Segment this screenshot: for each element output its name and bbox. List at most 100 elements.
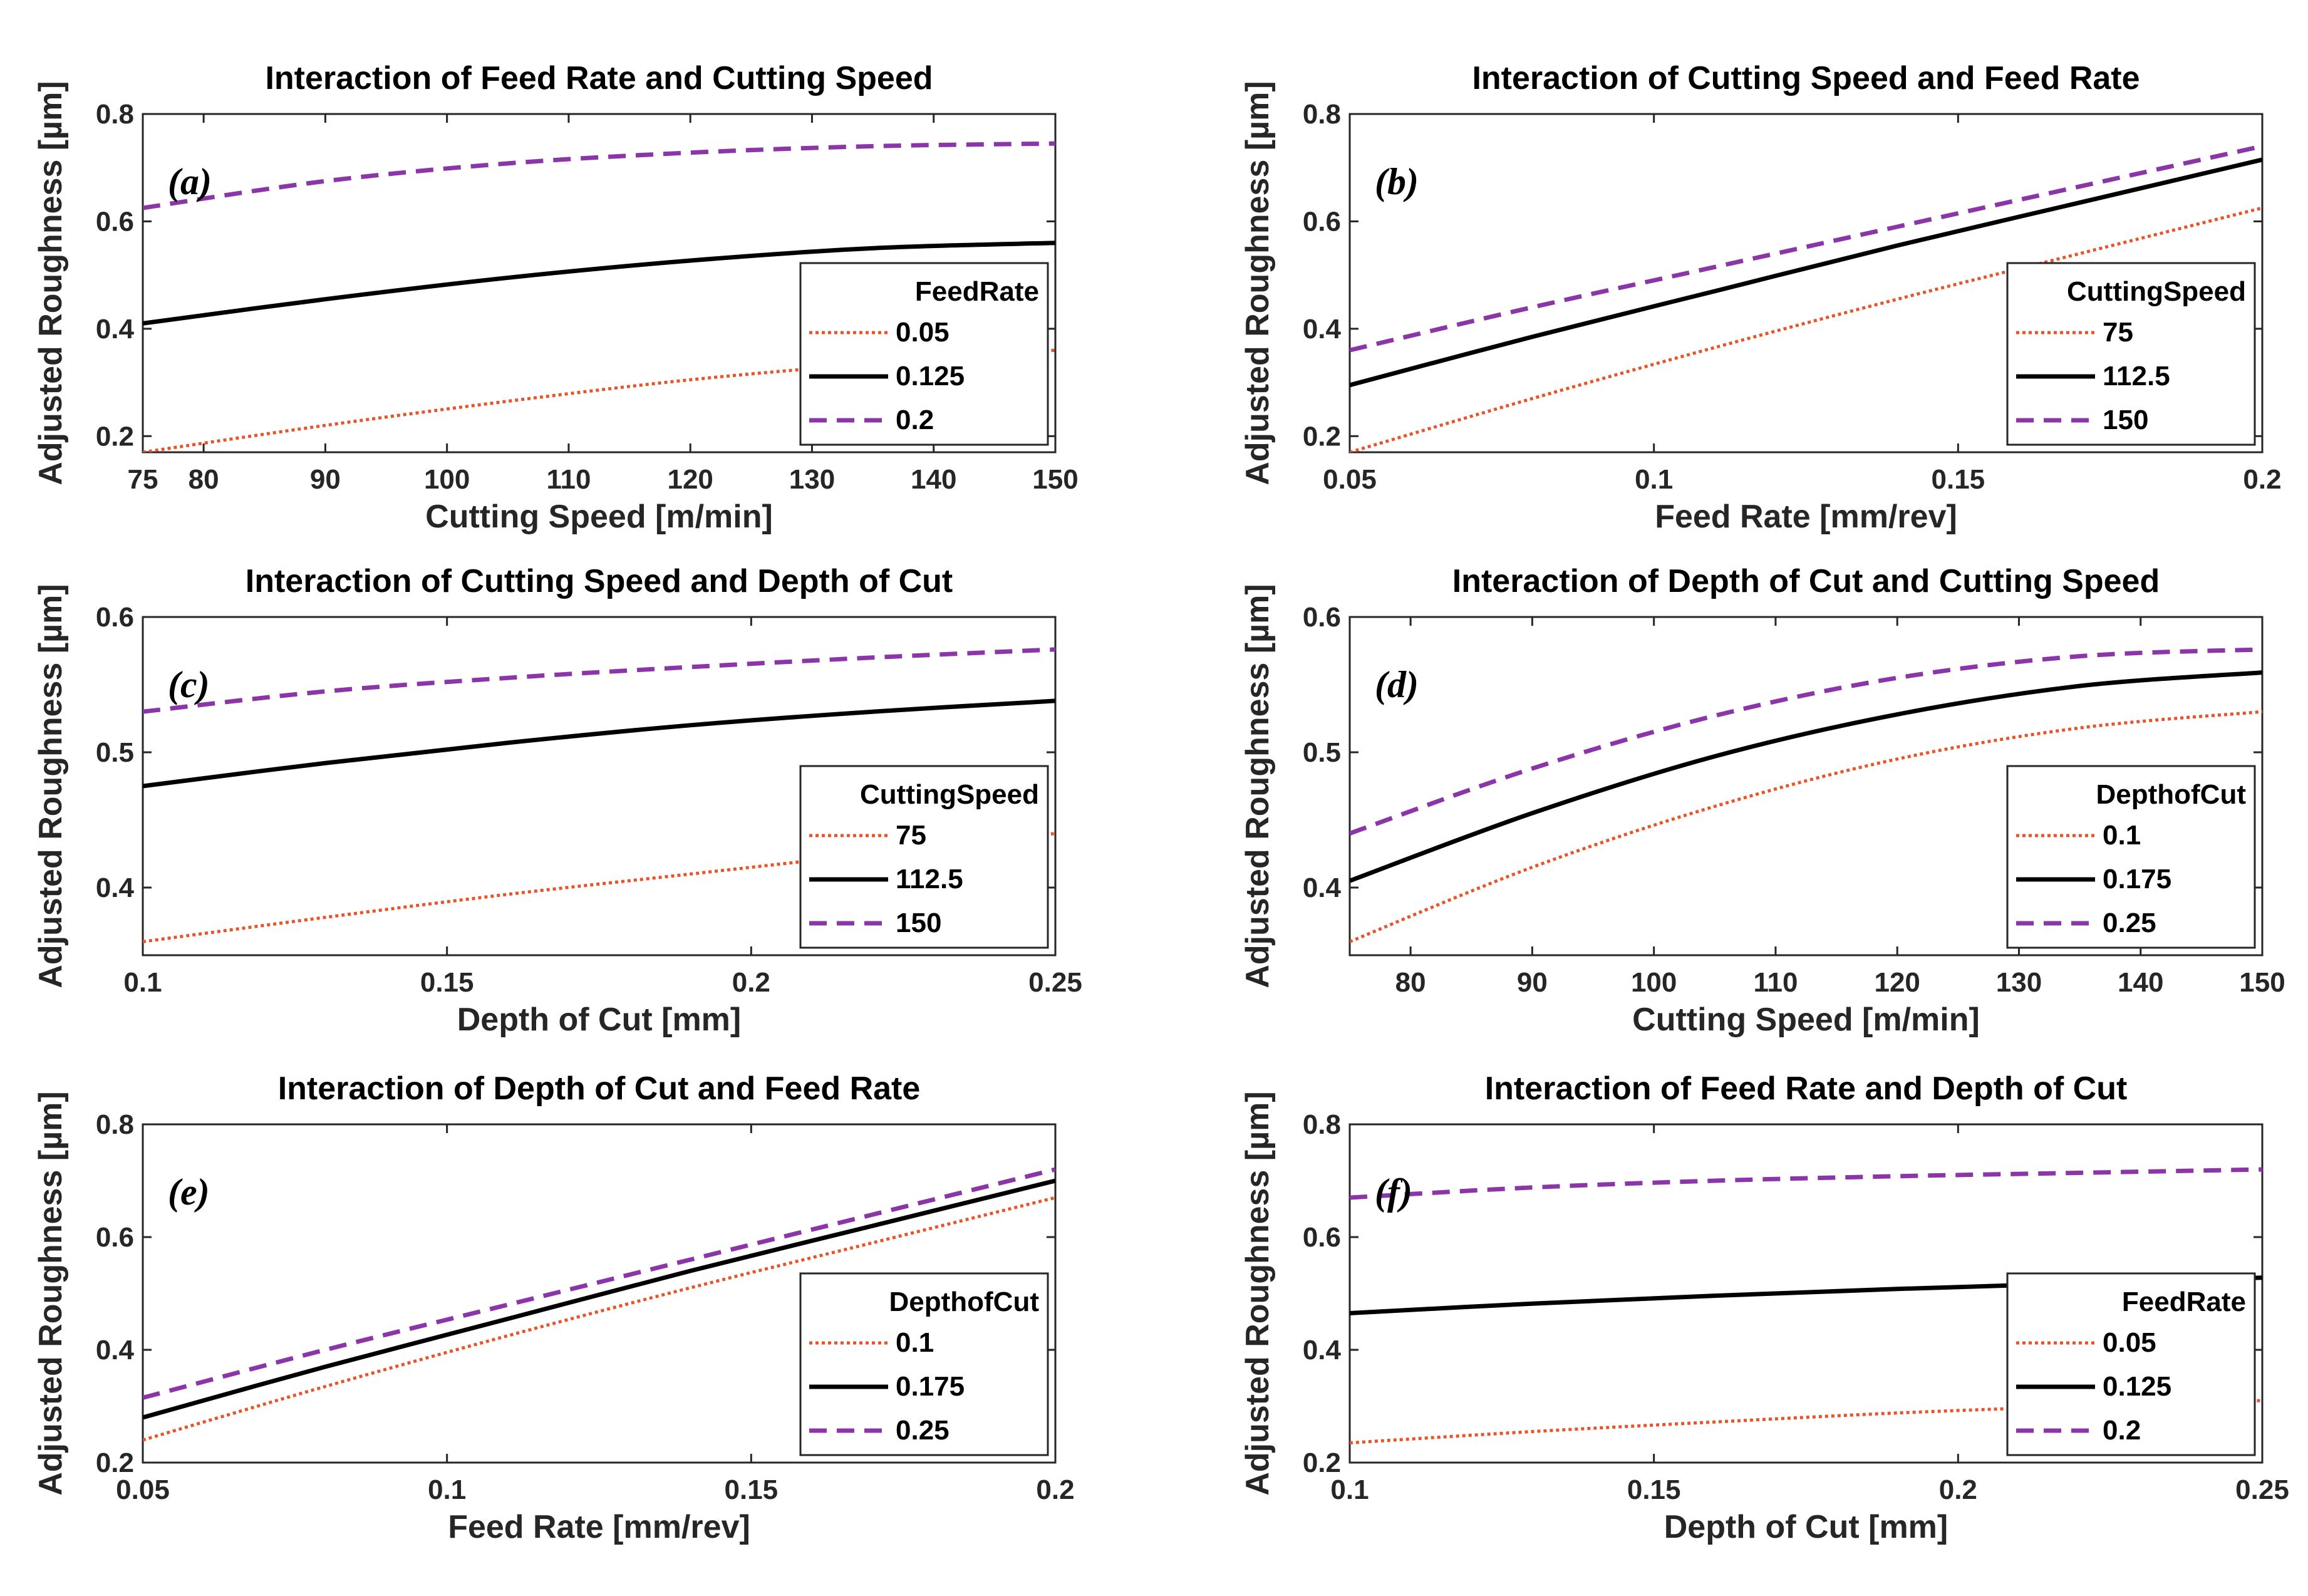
y-axis-label: Adjusted Roughness [µm] bbox=[33, 81, 69, 485]
y-tick-label: 0.4 bbox=[1303, 314, 1342, 345]
legend-entry: 112.5 bbox=[2103, 361, 2170, 391]
x-tick-label: 0.25 bbox=[1028, 967, 1082, 998]
panel-letter: (b) bbox=[1375, 161, 1419, 202]
legend-entry: 0.25 bbox=[2103, 908, 2156, 938]
y-tick-label: 0.8 bbox=[1303, 99, 1341, 130]
y-tick-label: 0.5 bbox=[1303, 737, 1341, 768]
chart-title: Interaction of Depth of Cut and Cutting … bbox=[1452, 563, 2160, 599]
y-tick-label: 0.4 bbox=[96, 314, 135, 345]
x-tick-label: 130 bbox=[789, 464, 835, 495]
legend-entry: 0.1 bbox=[896, 1327, 934, 1358]
x-tick-label: 140 bbox=[911, 464, 956, 495]
x-tick-label: 140 bbox=[2118, 967, 2163, 998]
legend-entry: 75 bbox=[896, 820, 926, 851]
y-tick-label: 0.6 bbox=[1303, 1222, 1341, 1253]
series-line-150 bbox=[143, 647, 1055, 714]
x-axis-label: Depth of Cut [mm] bbox=[1664, 1509, 1948, 1545]
legend-title: FeedRate bbox=[2122, 1287, 2246, 1317]
legend-title: CuttingSpeed bbox=[860, 779, 1039, 810]
series-line-0.125 bbox=[143, 241, 1055, 326]
x-axis-label: Feed Rate [mm/rev] bbox=[1655, 499, 1957, 535]
x-tick-label: 120 bbox=[1874, 967, 1920, 998]
y-tick-label: 0.4 bbox=[96, 873, 135, 903]
x-axis-label: Cutting Speed [m/min] bbox=[425, 499, 773, 535]
y-tick-label: 0.6 bbox=[96, 206, 134, 237]
y-tick-label: 0.6 bbox=[1303, 206, 1341, 237]
panel-letter: (f) bbox=[1375, 1171, 1412, 1213]
y-axis-label: Adjusted Roughness [µm] bbox=[1239, 584, 1276, 988]
x-tick-label: 0.1 bbox=[428, 1474, 466, 1505]
y-tick-label: 0.2 bbox=[1303, 421, 1341, 452]
y-tick-label: 0.4 bbox=[1303, 873, 1342, 903]
y-tick-label: 0.6 bbox=[96, 602, 134, 633]
legend-box bbox=[2006, 1272, 2256, 1456]
y-tick-label: 0.2 bbox=[96, 1448, 134, 1478]
y-axis-label: Adjusted Roughness [µm] bbox=[33, 584, 69, 988]
legend-entry: 150 bbox=[896, 908, 941, 938]
series-line-0.25 bbox=[143, 1167, 1055, 1400]
x-tick-label: 0.2 bbox=[1036, 1474, 1074, 1505]
x-tick-label: 0.2 bbox=[732, 967, 770, 998]
legend-entry: 150 bbox=[2103, 405, 2148, 435]
legend-entry: 0.2 bbox=[2103, 1415, 2141, 1446]
y-tick-label: 0.6 bbox=[96, 1222, 134, 1253]
x-tick-label: 150 bbox=[1032, 464, 1078, 495]
legend-title: CuttingSpeed bbox=[2067, 276, 2246, 307]
series-line-112.5 bbox=[143, 698, 1055, 789]
y-tick-label: 0.8 bbox=[96, 99, 134, 130]
legend-title: FeedRate bbox=[915, 276, 1039, 307]
y-tick-label: 0.2 bbox=[1303, 1448, 1341, 1478]
legend-entry: 0.25 bbox=[896, 1415, 950, 1446]
x-tick-label: 110 bbox=[546, 464, 591, 495]
x-tick-label: 0.1 bbox=[1330, 1474, 1369, 1505]
legend-entry: 0.125 bbox=[896, 361, 965, 391]
legend-box bbox=[2006, 765, 2256, 949]
chart-title: Interaction of Cutting Speed and Depth o… bbox=[246, 563, 953, 599]
chart-panel: 0.1 0.15 0.2 0.25 0.2 0.4 0.6 0.8 Interaction of… bbox=[1239, 1070, 2289, 1545]
legend-entry: 112.5 bbox=[896, 864, 963, 894]
legend-entry: 0.05 bbox=[896, 317, 950, 348]
y-axis-label: Adjusted Roughness [µm] bbox=[1239, 1091, 1276, 1495]
y-tick-label: 0.4 bbox=[1303, 1335, 1342, 1365]
x-tick-label: 0.15 bbox=[1932, 464, 1985, 495]
x-tick-label: 75 bbox=[128, 464, 158, 495]
x-tick-label: 0.2 bbox=[2243, 464, 2281, 495]
legend-entry: 0.125 bbox=[2103, 1371, 2171, 1402]
y-tick-label: 0.8 bbox=[1303, 1109, 1341, 1140]
legend-entry: 0.2 bbox=[896, 405, 934, 435]
x-tick-label: 0.15 bbox=[420, 967, 474, 998]
legend-entry: 0.05 bbox=[2103, 1327, 2156, 1358]
series-line-0.25 bbox=[1350, 647, 2262, 836]
y-axis-label: Adjusted Roughness [µm] bbox=[33, 1091, 69, 1495]
series-line-150 bbox=[1350, 144, 2262, 353]
legend-entry: 75 bbox=[2103, 317, 2133, 348]
x-tick-label: 0.1 bbox=[123, 967, 162, 998]
series-line-0.2 bbox=[143, 141, 1055, 210]
x-tick-label: 100 bbox=[1631, 967, 1677, 998]
chart-title: Interaction of Depth of Cut and Feed Rat… bbox=[278, 1070, 921, 1107]
panel-letter: (c) bbox=[168, 664, 210, 705]
x-tick-label: 80 bbox=[189, 464, 219, 495]
x-tick-label: 90 bbox=[1517, 967, 1548, 998]
x-axis-label: Feed Rate [mm/rev] bbox=[448, 1509, 750, 1545]
panel-letter: (d) bbox=[1375, 664, 1419, 705]
series-line-0.175 bbox=[143, 1178, 1055, 1420]
x-axis-label: Depth of Cut [mm] bbox=[457, 1002, 741, 1038]
y-tick-label: 0.8 bbox=[96, 1109, 134, 1140]
x-tick-label: 0.05 bbox=[116, 1474, 170, 1505]
series-line-0.175 bbox=[1350, 670, 2262, 883]
chart-title: Interaction of Feed Rate and Cutting Spe… bbox=[265, 60, 933, 96]
chart-panel: 80 90 100 110 120 130 140 150 0.4 0.5 0.6 Interacti… bbox=[1239, 563, 2285, 1038]
panel-letter: (e) bbox=[168, 1171, 210, 1213]
legend-box bbox=[799, 765, 1049, 949]
y-tick-label: 0.4 bbox=[96, 1335, 135, 1365]
x-tick-label: 130 bbox=[1996, 967, 2042, 998]
x-tick-label: 100 bbox=[424, 464, 470, 495]
legend-entry: 0.175 bbox=[896, 1371, 965, 1402]
x-tick-label: 0.1 bbox=[1635, 464, 1673, 495]
legend-title: DepthofCut bbox=[2096, 779, 2247, 810]
x-tick-label: 0.15 bbox=[1627, 1474, 1681, 1505]
series-line-112.5 bbox=[1350, 157, 2262, 388]
chart-title: Interaction of Cutting Speed and Feed Ra… bbox=[1472, 60, 2140, 96]
